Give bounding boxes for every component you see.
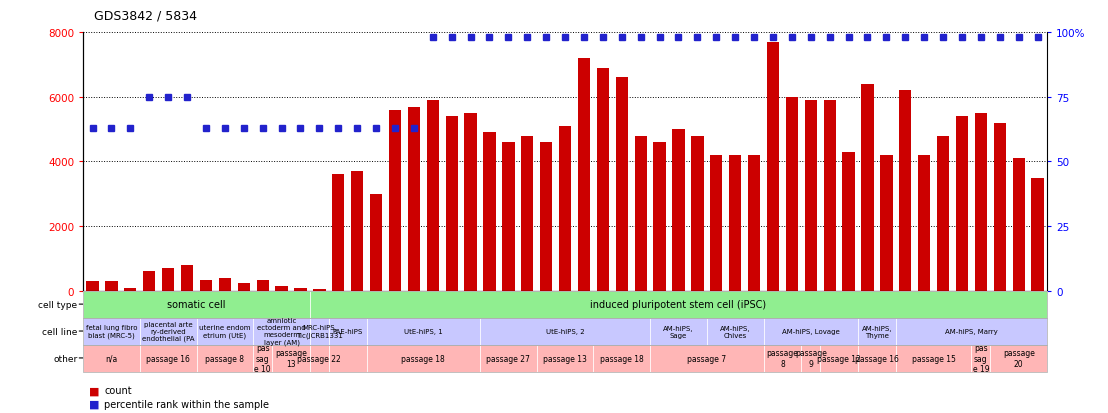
Text: uterine endom
etrium (UtE): uterine endom etrium (UtE): [199, 325, 250, 338]
Bar: [332, 175, 345, 291]
Text: UtE-hiPS, 2: UtE-hiPS, 2: [546, 328, 584, 335]
Bar: [748, 156, 760, 291]
Text: pas
sag
e 10: pas sag e 10: [255, 344, 271, 373]
Bar: [276, 286, 288, 291]
Bar: [314, 290, 326, 291]
Text: AM-hiPS, Marry: AM-hiPS, Marry: [945, 328, 998, 335]
Bar: [199, 280, 212, 291]
Text: passage 16: passage 16: [146, 354, 191, 363]
Bar: [616, 78, 628, 291]
Bar: [521, 136, 533, 291]
Bar: [181, 266, 193, 291]
Text: passage
20: passage 20: [1003, 349, 1035, 368]
Text: fetal lung fibro
blast (MRC-5): fetal lung fibro blast (MRC-5): [85, 325, 137, 338]
Text: passage 18: passage 18: [599, 354, 644, 363]
Bar: [237, 283, 250, 291]
Bar: [729, 156, 741, 291]
Bar: [540, 143, 552, 291]
Text: pas
sag
e 19: pas sag e 19: [973, 344, 989, 373]
Bar: [823, 101, 835, 291]
Bar: [483, 133, 495, 291]
Text: cell line: cell line: [42, 327, 78, 336]
Text: passage 8: passage 8: [205, 354, 245, 363]
Bar: [842, 152, 854, 291]
Text: placental arte
ry-derived
endothelial (PA: placental arte ry-derived endothelial (P…: [142, 321, 194, 342]
Bar: [427, 101, 439, 291]
Text: somatic cell: somatic cell: [167, 299, 226, 310]
Bar: [635, 136, 647, 291]
Bar: [767, 43, 779, 291]
Bar: [351, 172, 363, 291]
Bar: [143, 272, 155, 291]
Text: passage 12: passage 12: [818, 354, 861, 363]
Text: induced pluripotent stem cell (iPSC): induced pluripotent stem cell (iPSC): [591, 299, 767, 310]
Text: passage 18: passage 18: [401, 354, 445, 363]
Bar: [1032, 178, 1044, 291]
Text: passage
8: passage 8: [767, 349, 799, 368]
Text: count: count: [104, 385, 132, 395]
Text: passage 16: passage 16: [855, 354, 899, 363]
Bar: [691, 136, 704, 291]
Text: GDS3842 / 5834: GDS3842 / 5834: [94, 10, 197, 23]
Bar: [464, 114, 476, 291]
Bar: [445, 117, 458, 291]
Text: PAE-hiPS: PAE-hiPS: [332, 328, 362, 335]
Text: UtE-hiPS, 1: UtE-hiPS, 1: [404, 328, 443, 335]
Text: ■: ■: [89, 399, 99, 409]
Bar: [994, 123, 1006, 291]
Bar: [578, 59, 591, 291]
Text: passage 22: passage 22: [297, 354, 341, 363]
Bar: [880, 156, 893, 291]
Bar: [124, 288, 136, 291]
Bar: [105, 282, 117, 291]
Bar: [975, 114, 987, 291]
Text: ■: ■: [89, 385, 99, 395]
Bar: [408, 107, 420, 291]
Text: passage 7: passage 7: [687, 354, 727, 363]
Bar: [295, 289, 307, 291]
Bar: [919, 156, 931, 291]
Text: other: other: [53, 354, 78, 363]
Bar: [804, 101, 817, 291]
Bar: [1013, 159, 1025, 291]
Bar: [389, 111, 401, 291]
Text: passage 27: passage 27: [486, 354, 531, 363]
Bar: [86, 282, 99, 291]
Bar: [710, 156, 722, 291]
Text: percentile rank within the sample: percentile rank within the sample: [104, 399, 269, 409]
Bar: [370, 195, 382, 291]
Bar: [956, 117, 968, 291]
Text: passage
13: passage 13: [275, 349, 307, 368]
Bar: [597, 69, 609, 291]
Bar: [654, 143, 666, 291]
Bar: [162, 268, 174, 291]
Text: AM-hiPS,
Chives: AM-hiPS, Chives: [720, 325, 750, 338]
Bar: [673, 130, 685, 291]
Text: AM-hiPS, Lovage: AM-hiPS, Lovage: [782, 328, 840, 335]
Text: AM-hiPS,
Thyme: AM-hiPS, Thyme: [862, 325, 892, 338]
Text: passage
9: passage 9: [794, 349, 827, 368]
Text: passage 15: passage 15: [912, 354, 955, 363]
Bar: [218, 278, 230, 291]
Bar: [900, 91, 912, 291]
Text: MRC-hiPS,
Tic(JCRB1331: MRC-hiPS, Tic(JCRB1331: [296, 325, 342, 338]
Bar: [861, 85, 873, 291]
Text: amniotic
ectoderm and
mesoderm
layer (AM): amniotic ectoderm and mesoderm layer (AM…: [257, 318, 306, 345]
Text: cell type: cell type: [39, 300, 78, 309]
Text: passage 13: passage 13: [543, 354, 587, 363]
Text: AM-hiPS,
Sage: AM-hiPS, Sage: [664, 325, 694, 338]
Bar: [786, 97, 798, 291]
Text: n/a: n/a: [105, 354, 117, 363]
Bar: [257, 280, 269, 291]
Bar: [558, 127, 572, 291]
Bar: [937, 136, 950, 291]
Bar: [502, 143, 514, 291]
